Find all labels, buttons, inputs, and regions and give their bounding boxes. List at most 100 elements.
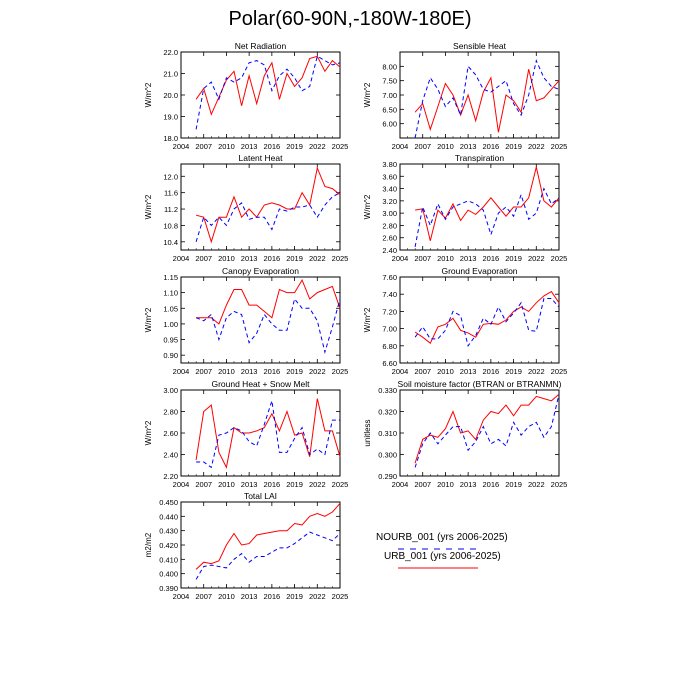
- y-axis-label: W/m^2: [363, 307, 372, 332]
- x-tick-label: 2004: [392, 367, 409, 376]
- x-tick-label: 2022: [309, 480, 326, 489]
- y-tick-label: 18.0: [163, 134, 178, 143]
- x-tick-label: 2010: [437, 480, 454, 489]
- series-line-nourb-001: [195, 55, 341, 130]
- y-tick-label: 8.00: [382, 62, 397, 71]
- series-line-nourb-001: [414, 187, 560, 247]
- y-tick-label: 12.0: [163, 172, 178, 181]
- y-tick-label: 0.390: [159, 584, 178, 593]
- y-tick-label: 0.400: [159, 570, 178, 579]
- x-tick-label: 2007: [195, 254, 212, 263]
- x-tick-label: 2004: [392, 254, 409, 263]
- y-tick-label: 0.430: [159, 527, 178, 536]
- x-tick-label: 2010: [218, 367, 235, 376]
- x-tick-label: 2019: [505, 254, 522, 263]
- x-tick-label: 2016: [264, 592, 281, 601]
- x-tick-label: 2007: [195, 142, 212, 151]
- y-axis-label: unitless: [363, 419, 372, 446]
- x-tick-label: 2013: [460, 142, 477, 151]
- x-tick-label: 2004: [173, 254, 190, 263]
- x-tick-label: 2013: [241, 142, 258, 151]
- x-tick-label: 2025: [551, 142, 568, 151]
- x-tick-label: 2010: [218, 142, 235, 151]
- y-tick-label: 2.40: [163, 451, 178, 460]
- y-tick-label: 0.90: [163, 351, 178, 360]
- legend-label-nourb: NOURB_001 (yrs 2006-2025): [376, 532, 508, 543]
- y-tick-label: 0.420: [159, 541, 178, 550]
- panel-frame: [180, 501, 341, 589]
- x-tick-label: 2016: [483, 254, 500, 263]
- y-tick-label: 2.80: [163, 408, 178, 417]
- x-tick-label: 2019: [505, 142, 522, 151]
- y-axis-label: W/m^2: [144, 307, 153, 332]
- x-tick-label: 2016: [483, 367, 500, 376]
- x-tick-label: 2007: [195, 480, 212, 489]
- x-tick-label: 2004: [173, 142, 190, 151]
- x-tick-label: 2004: [173, 367, 190, 376]
- y-tick-label: 7.00: [382, 325, 397, 334]
- panel-6: Ground Evaporation 2004 2007 2010 2013 2016 20…: [363, 266, 567, 376]
- y-tick-label: 7.20: [382, 307, 397, 316]
- x-tick-label: 2025: [551, 480, 568, 489]
- x-tick-label: 2007: [195, 592, 212, 601]
- x-tick-label: 2007: [414, 367, 431, 376]
- panel-4: Transpiration 2004 2007 2010 2013 2016 2019 202…: [363, 153, 567, 263]
- series-line-nourb-001: [414, 298, 560, 347]
- y-tick-label: 2.20: [163, 472, 178, 481]
- y-tick-label: 7.60: [382, 273, 397, 282]
- legend-lines: [398, 548, 478, 569]
- y-tick-label: 7.50: [382, 77, 397, 86]
- x-tick-label: 2016: [483, 142, 500, 151]
- y-tick-label: 0.320: [378, 408, 397, 417]
- legend-label-urb: URB_001 (yrs 2006-2025): [384, 551, 501, 562]
- panel-3: Latent Heat 2004 2007 2010 2013 2016 2019 2022 2…: [144, 153, 348, 263]
- x-tick-label: 2013: [241, 480, 258, 489]
- x-tick-label: 2010: [218, 592, 235, 601]
- series-line-urb-001: [195, 398, 341, 469]
- y-tick-label: 2.40: [382, 246, 397, 255]
- y-tick-label: 0.310: [378, 429, 397, 438]
- x-tick-label: 2004: [173, 592, 190, 601]
- x-tick-label: 2025: [332, 254, 349, 263]
- x-tick-label: 2004: [392, 142, 409, 151]
- x-tick-label: 2013: [460, 480, 477, 489]
- x-tick-label: 2010: [437, 142, 454, 151]
- y-axis-label: W/m^2: [363, 82, 372, 107]
- y-tick-label: 3.80: [382, 160, 397, 169]
- x-tick-label: 2007: [195, 367, 212, 376]
- series-line-urb-001: [415, 166, 560, 241]
- y-tick-label: 1.15: [163, 273, 178, 282]
- x-tick-label: 2022: [309, 142, 326, 151]
- y-tick-label: 7.40: [382, 290, 397, 299]
- panel-title: Net Radiation: [235, 41, 287, 51]
- x-tick-label: 2004: [392, 480, 409, 489]
- series-line-urb-001: [195, 503, 341, 570]
- x-tick-label: 2025: [551, 254, 568, 263]
- x-tick-label: 2025: [551, 367, 568, 376]
- panel-title: Total LAI: [244, 491, 277, 501]
- y-tick-label: 1.10: [163, 289, 178, 298]
- y-tick-label: 6.50: [382, 105, 397, 114]
- x-tick-label: 2013: [241, 367, 258, 376]
- panel-title: Ground Evaporation: [441, 266, 517, 276]
- panel-5: Canopy Evaporation 2004 2007 2010 2013 2016 20…: [144, 266, 348, 376]
- x-tick-label: 2022: [309, 367, 326, 376]
- x-tick-label: 2025: [332, 592, 349, 601]
- y-tick-label: 6.80: [382, 342, 397, 351]
- series-line-nourb-001: [414, 394, 560, 468]
- x-tick-label: 2016: [483, 480, 500, 489]
- y-tick-label: 11.2: [164, 205, 178, 214]
- y-tick-label: 22.0: [163, 48, 178, 57]
- x-tick-label: 2007: [414, 142, 431, 151]
- x-tick-label: 2016: [264, 367, 281, 376]
- x-tick-label: 2010: [437, 254, 454, 263]
- x-tick-label: 2019: [286, 254, 303, 263]
- y-tick-label: 7.00: [382, 91, 397, 100]
- series-line-urb-001: [196, 278, 341, 325]
- x-tick-label: 2019: [286, 592, 303, 601]
- x-tick-label: 2019: [286, 367, 303, 376]
- y-tick-label: 0.410: [159, 555, 178, 564]
- y-axis-label: W/m^2: [144, 82, 153, 107]
- y-tick-label: 19.0: [163, 113, 178, 122]
- y-tick-label: 6.00: [382, 120, 397, 129]
